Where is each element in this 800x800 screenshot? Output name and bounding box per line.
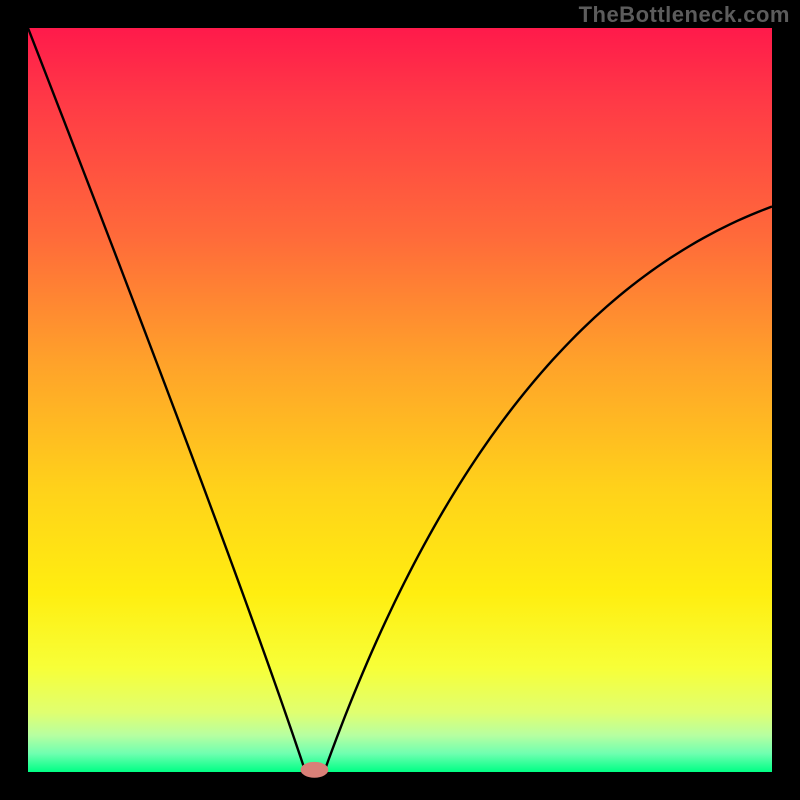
minimum-marker xyxy=(301,762,328,777)
bottleneck-chart xyxy=(0,0,800,800)
plot-background-gradient xyxy=(28,28,772,772)
watermark-text: TheBottleneck.com xyxy=(579,2,790,28)
chart-container: { "watermark": { "text": "TheBottleneck.… xyxy=(0,0,800,800)
